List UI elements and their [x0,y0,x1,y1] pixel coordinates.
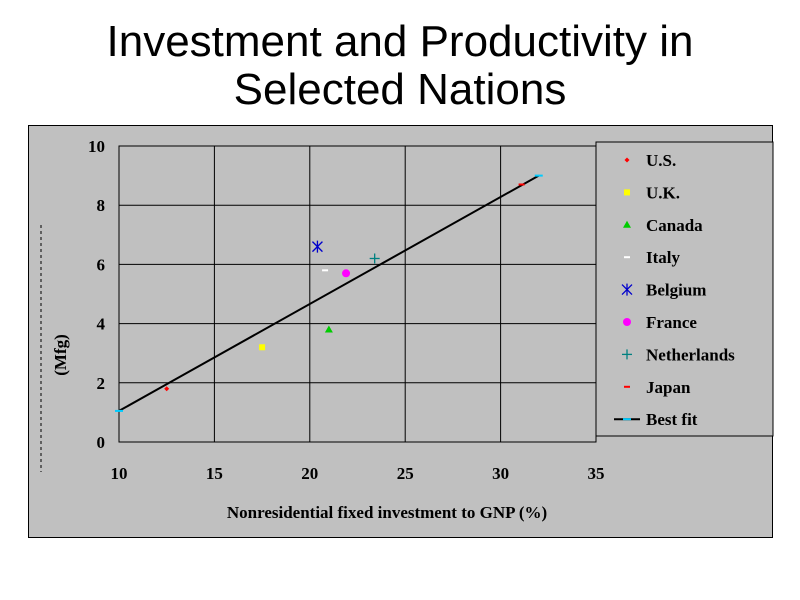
plot-area [119,146,596,442]
legend-marker-u-k [624,189,630,196]
y-tick-label: 2 [97,374,106,393]
square-shape [624,189,630,196]
legend-marker-netherlands [622,349,632,360]
point-france [342,269,351,278]
legend-marker-canada [623,220,631,228]
legend-label-belgium: Belgium [646,281,706,300]
x-tick-label: 30 [492,464,509,483]
legend-label-netherlands: Netherlands [646,345,735,364]
y-tick-label: 6 [97,255,106,274]
slide-title: Investment and Productivity in Selected … [0,18,800,114]
circle-shape [623,318,631,326]
point-belgium [311,240,323,253]
y-tick-label: 10 [88,137,105,156]
legend-marker-belgium [621,283,633,296]
triangle-shape [623,220,631,228]
axes: 10 15 20 25 30 35 0 2 4 6 8 10 [88,137,605,483]
legend: U.S. U.K. Canada Italy Belgium France Netherla… [595,141,774,437]
legend-marker-france [623,318,631,326]
square-shape [259,344,266,351]
y-axis-title: (Mfg) [51,334,70,376]
x-tick-label: 25 [397,464,414,483]
triangle-shape [324,325,333,333]
legend-label-u-s: U.S. [646,151,676,170]
diamond-shape [164,386,170,392]
data-points [164,183,525,392]
legend-label-u-k: U.K. [646,183,680,202]
y-tick-label: 0 [97,433,106,452]
point-netherlands [369,253,380,264]
point-u-k [259,344,266,351]
legend-label-france: France [646,313,697,332]
legend-label-italy: Italy [646,248,681,267]
legend-marker-u-s [624,157,630,163]
title-line-1: Investment and Productivity in [106,17,694,66]
y-tick-label: 8 [97,196,106,215]
legend-label-best-fit: Best fit [646,410,698,429]
legend-label-canada: Canada [646,216,703,235]
title-line-2: Selected Nations [233,65,567,114]
point-u-s [164,386,170,392]
x-tick-label: 15 [206,464,223,483]
y-tick-label: 4 [97,315,106,334]
legend-label-japan: Japan [646,378,691,397]
x-axis-title: Nonresidential fixed investment to GNP (… [227,503,547,522]
diamond-shape [624,157,630,163]
x-tick-label: 35 [588,464,605,483]
x-tick-label: 20 [301,464,318,483]
point-canada [324,325,333,333]
best-fit-segment [118,174,540,412]
x-tick-label: 10 [111,464,128,483]
best-fit-line [115,174,543,412]
circle-shape [342,269,351,278]
